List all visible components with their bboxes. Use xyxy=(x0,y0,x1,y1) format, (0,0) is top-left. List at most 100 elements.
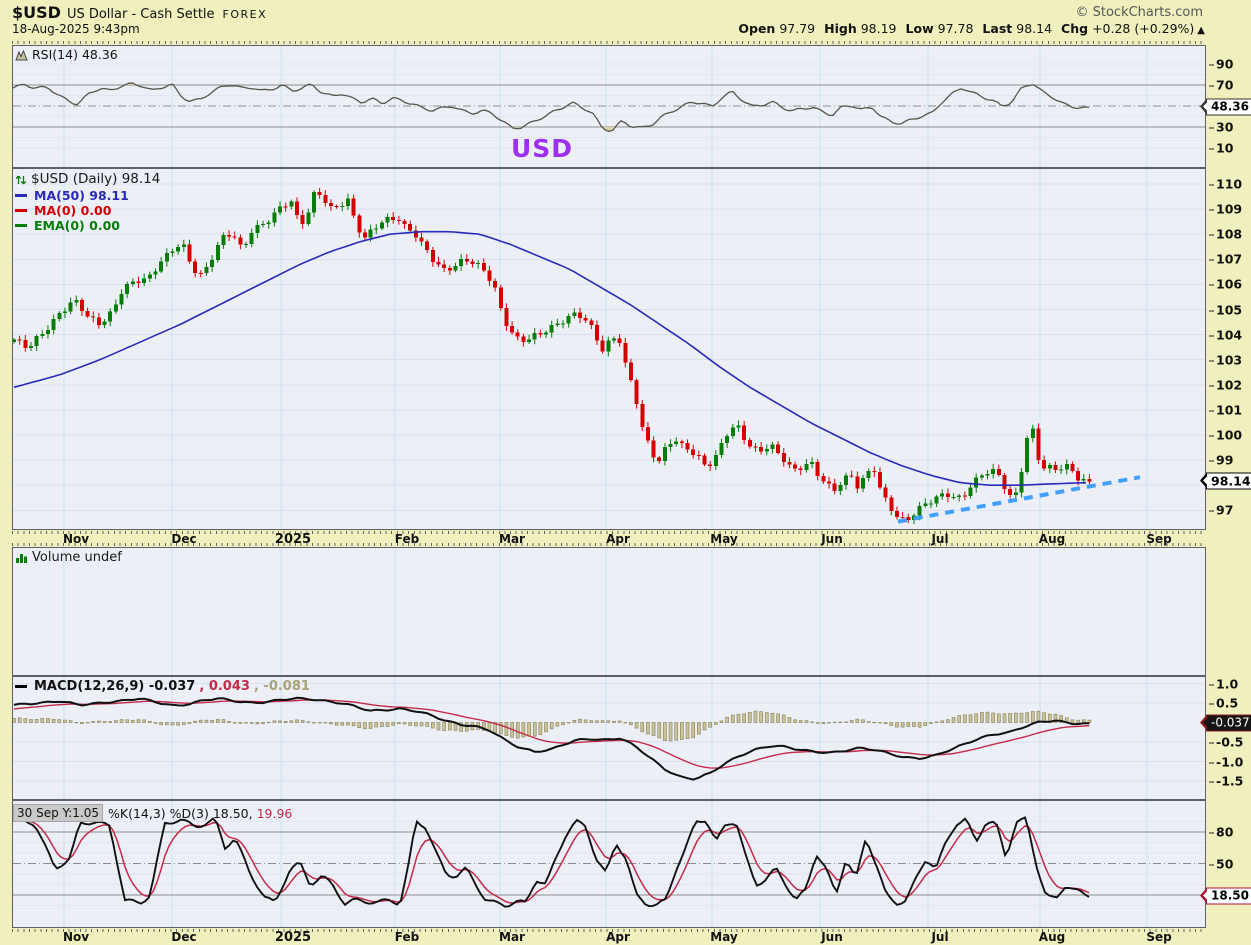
y-axis-tick: 103 xyxy=(1209,352,1242,367)
volume-plot[interactable] xyxy=(13,548,1205,675)
high-label: High xyxy=(824,21,857,36)
month-label: 2025 xyxy=(274,930,312,945)
y-axis-tick: 102 xyxy=(1209,377,1242,392)
volume-panel[interactable] xyxy=(12,547,1206,676)
ticker-header: $USD US Dollar - Cash Settle FOREX xyxy=(12,3,267,22)
tick-strip xyxy=(12,531,1206,534)
month-label: Feb xyxy=(394,930,420,944)
month-label: May xyxy=(710,532,738,546)
area-chart-icon xyxy=(15,49,28,60)
last-label: Last xyxy=(982,21,1013,36)
y-axis-tick: 0.5 xyxy=(1209,696,1238,711)
month-label: Jul xyxy=(931,532,949,546)
y-axis-tick: 106 xyxy=(1209,277,1242,292)
ema0-legend: EMA(0) 0.00 xyxy=(15,218,120,233)
month-label: Dec xyxy=(171,532,197,546)
volume-legend: Volume undef xyxy=(15,550,122,565)
month-label: Sep xyxy=(1146,930,1172,944)
ma0-line-icon xyxy=(15,209,27,212)
ma0-label: MA(0) 0.00 xyxy=(34,203,112,218)
chg-value: +0.28 (+0.29%) xyxy=(1092,21,1195,36)
y-axis-tick: 30 xyxy=(1209,120,1233,135)
price-arrows-icon xyxy=(15,175,27,184)
y-axis-tick: 107 xyxy=(1209,252,1242,267)
y-axis-tick: 104 xyxy=(1209,327,1242,342)
rsi-legend: RSI(14) 48.36 xyxy=(15,47,118,62)
tick-strip xyxy=(12,543,1206,546)
macd-signal-value: , 0.043 xyxy=(199,679,250,694)
month-label: Jun xyxy=(821,930,843,944)
month-label: Jul xyxy=(931,930,949,944)
macd-hist-value: , -0.081 xyxy=(253,679,310,694)
y-axis-tick: -1.5 xyxy=(1209,774,1243,789)
y-axis-tick: -0.5 xyxy=(1209,735,1243,750)
y-axis-tick: 109 xyxy=(1209,202,1242,217)
macd-value-callout: -0.037 xyxy=(1206,714,1251,732)
month-label: 2025 xyxy=(274,532,312,547)
volume-bars-icon xyxy=(16,553,27,563)
last-price-callout: 98.14 xyxy=(1206,472,1251,490)
y-axis-tick: 10 xyxy=(1209,141,1233,156)
rsi-panel[interactable] xyxy=(12,45,1206,168)
y-axis-tick: 1.0 xyxy=(1209,676,1238,691)
ma0-legend: MA(0) 0.00 xyxy=(15,203,111,218)
y-axis-tick: 80 xyxy=(1209,825,1233,840)
y-axis-tick: 99 xyxy=(1209,453,1233,468)
low-label: Low xyxy=(905,21,934,36)
macd-line-icon xyxy=(15,685,27,688)
symbol-name: US Dollar - Cash Settle xyxy=(66,7,215,22)
stoch-legend: 30 Sep Y:1.05 %K(14,3) %D(3) 18.50, 19.9… xyxy=(13,804,292,822)
tick-strip xyxy=(12,41,1206,44)
month-label: Aug xyxy=(1038,532,1066,546)
rsi-plot[interactable] xyxy=(13,46,1205,167)
chg-label: Chg xyxy=(1061,21,1089,36)
price-plot[interactable] xyxy=(13,169,1205,529)
chg-up-arrow-icon: ▲ xyxy=(1197,25,1205,36)
last-value: 98.14 xyxy=(1016,21,1053,36)
month-label: Apr xyxy=(606,532,630,546)
stoch-panel[interactable] xyxy=(12,800,1206,928)
exchange: FOREX xyxy=(222,8,268,21)
macd-legend: MACD(12,26,9) -0.037, 0.043, -0.081 xyxy=(15,679,310,694)
stoch-plot[interactable] xyxy=(13,801,1205,927)
hover-tooltip: 30 Sep Y:1.05 xyxy=(13,804,104,822)
usd-watermark: USD xyxy=(511,134,574,163)
month-label: Sep xyxy=(1146,532,1172,546)
y-axis-tick: 90 xyxy=(1209,57,1233,72)
ma50-line-icon xyxy=(15,194,27,197)
stoch-d-value: 19.96 xyxy=(256,805,293,821)
open-label: Open xyxy=(738,21,776,36)
y-axis-tick: 110 xyxy=(1209,177,1242,192)
macd-panel[interactable] xyxy=(12,676,1206,800)
macd-plot[interactable] xyxy=(13,677,1205,799)
rsi-label: RSI(14) 48.36 xyxy=(32,47,118,62)
y-axis-tick: 101 xyxy=(1209,402,1242,417)
symbol: $USD xyxy=(12,3,61,22)
month-label: Feb xyxy=(394,532,420,546)
y-axis-tick: 70 xyxy=(1209,78,1233,93)
price-panel[interactable] xyxy=(12,168,1206,530)
month-label: Mar xyxy=(499,930,525,944)
tick-strip xyxy=(12,929,1206,932)
ema0-line-icon xyxy=(15,224,27,227)
stoch-k-label: %K(14,3) %D(3) 18.50, xyxy=(108,805,253,821)
ema0-label: EMA(0) 0.00 xyxy=(34,218,120,233)
volume-label: Volume undef xyxy=(32,550,122,565)
month-label: Aug xyxy=(1038,930,1066,944)
stoch-value-callout: 18.50 xyxy=(1206,887,1251,905)
ma50-legend: MA(50) 98.11 xyxy=(15,188,129,203)
month-label: Nov xyxy=(62,532,90,546)
rsi-value-callout: 48.36 xyxy=(1206,98,1251,116)
low-value: 97.78 xyxy=(937,21,974,36)
y-axis-tick: 105 xyxy=(1209,302,1242,317)
price-legend-main: $USD (Daily) 98.14 xyxy=(15,171,160,187)
chart-datetime: 18-Aug-2025 9:43pm xyxy=(12,22,140,36)
copyright: © StockCharts.com xyxy=(1075,5,1203,20)
x-axis-months-bottom: Nov Dec 2025 Feb Mar Apr May Jun Jul Aug Sep xyxy=(12,930,1206,945)
high-value: 98.19 xyxy=(860,21,897,36)
y-axis-tick: 97 xyxy=(1209,503,1233,518)
macd-label: MACD(12,26,9) -0.037 xyxy=(34,679,196,694)
quote-bar: Open 97.79 High 98.19 Low 97.78 Last 98.14 Chg +0… xyxy=(738,21,1205,36)
y-axis-tick: 100 xyxy=(1209,428,1242,443)
